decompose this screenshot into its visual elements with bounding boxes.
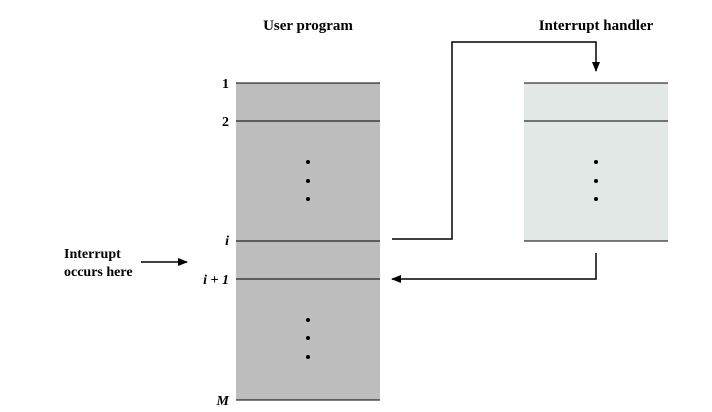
return-to-program-arrow <box>391 253 597 283</box>
row-label-2: 2 <box>222 115 229 130</box>
program-ellipsis-lower <box>306 318 310 359</box>
interrupt-label-line1: Interrupt <box>64 247 121 262</box>
handler-ellipsis <box>594 160 598 201</box>
row-label-i-plus-1: i + 1 <box>203 273 229 288</box>
user-program-title: User program <box>263 18 353 34</box>
row-label-1: 1 <box>222 77 229 92</box>
interrupt-handler-title: Interrupt handler <box>539 18 654 34</box>
row-label-m: M <box>216 394 230 409</box>
program-ellipsis-upper <box>306 160 310 201</box>
transfer-to-handler-arrow <box>392 41 600 240</box>
interrupt-label-line2: occurs here <box>64 265 133 280</box>
row-label-i: i <box>225 234 229 249</box>
